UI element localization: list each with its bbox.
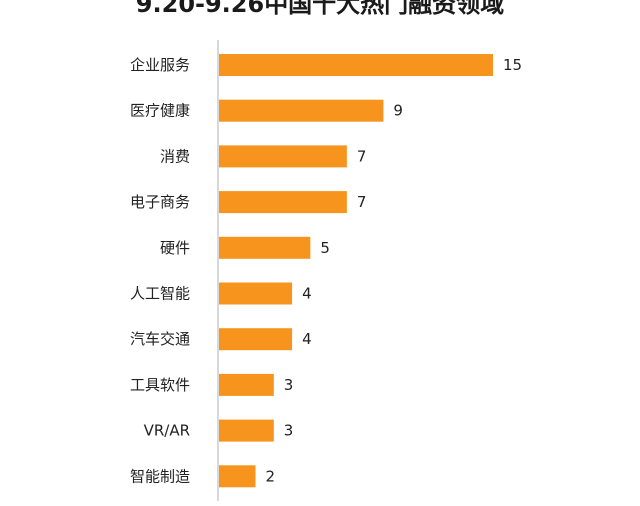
bar (219, 282, 293, 305)
bar (219, 465, 256, 488)
bar (219, 236, 311, 259)
bar (219, 54, 493, 76)
category-label: 智能制造 (130, 467, 190, 485)
bar (219, 419, 274, 442)
bar (219, 191, 347, 214)
category-label: 企业服务 (130, 56, 190, 74)
category-label: 工具软件 (130, 376, 190, 394)
category-label: 医疗健康 (130, 102, 190, 120)
bar-value-label: 3 (284, 376, 294, 394)
bar-value-label: 4 (302, 285, 312, 303)
bar-value-label: 7 (357, 147, 367, 165)
category-label: 硬件 (160, 239, 190, 257)
bar (219, 328, 293, 351)
bar-value-label: 2 (266, 467, 276, 485)
bar-value-label: 7 (357, 193, 367, 211)
bar-value-label: 9 (393, 102, 403, 120)
category-label: 人工智能 (130, 285, 190, 303)
chart-title: 9.20-9.26中国十大热门融资领域 (135, 0, 505, 18)
category-label: 消费 (160, 147, 190, 165)
category-label: VR/AR (144, 422, 190, 440)
bar-value-label: 15 (503, 56, 522, 74)
bar (219, 99, 384, 122)
bar (219, 373, 274, 396)
bar-value-label: 5 (320, 239, 330, 257)
bar-value-label: 3 (284, 422, 294, 440)
category-label: 汽车交通 (130, 330, 190, 348)
bar (219, 145, 347, 168)
bar-value-label: 4 (302, 330, 312, 348)
category-label: 电子商务 (130, 193, 190, 211)
